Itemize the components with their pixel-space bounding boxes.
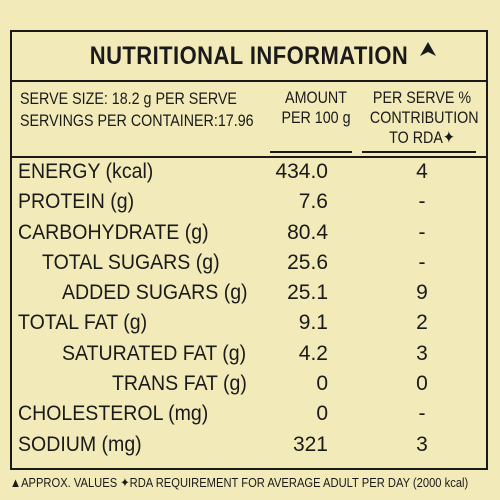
- table-row: PROTEIN (g) 7.6 -: [12, 186, 486, 216]
- rda-value: 3: [416, 341, 428, 365]
- table-row: CARBOHYDRATE (g) 80.4 -: [12, 217, 486, 247]
- amount-column-header: AMOUNT PER 100 g: [276, 88, 357, 128]
- rda-header-underline: [362, 151, 476, 153]
- table-row: CHOLESTEROL (mg) 0 -: [12, 398, 486, 428]
- table-row: TOTAL FAT (g) 9.1 2: [12, 307, 486, 337]
- amount-value: 321: [292, 432, 328, 456]
- footnote: ▲APPROX. VALUES ✦RDA REQUIREMENT FOR AVE…: [10, 475, 469, 490]
- nutrient-name: CHOLESTEROL (mg): [18, 402, 209, 426]
- serving-info: SERVE SIZE: 18.2 g PER SERVE SERVINGS PE…: [20, 88, 254, 132]
- rda-column-header: PER SERVE % CONTRIBUTION TO RDA✦: [369, 88, 479, 148]
- amount-value: 80.4: [287, 220, 328, 244]
- nutrient-name: ADDED SUGARS (g): [62, 281, 248, 305]
- table-row: ENERGY (kcal) 434.0 4: [12, 156, 486, 186]
- title-row: NUTRITIONAL INFORMATION: [12, 32, 486, 82]
- rda-value: 2: [416, 311, 428, 335]
- amount-value: 25.1: [287, 281, 328, 305]
- header-row: SERVE SIZE: 18.2 g PER SERVE SERVINGS PE…: [12, 80, 486, 158]
- rda-value: 9: [416, 281, 428, 305]
- table-row: TOTAL SUGARS (g) 25.6 -: [12, 247, 486, 277]
- amount-header-line: AMOUNT: [285, 88, 347, 107]
- rda-header-line: CONTRIBUTION: [369, 108, 479, 127]
- amount-header-underline: [270, 151, 352, 153]
- table-row: SATURATED FAT (g) 4.2 3: [12, 338, 486, 368]
- approx-triangle-icon: [420, 42, 436, 56]
- nutrient-name: SODIUM (mg): [18, 432, 142, 456]
- nutrient-name: ENERGY (kcal): [18, 160, 154, 183]
- amount-value: 0: [316, 402, 328, 426]
- rda-value: -: [418, 250, 426, 274]
- nutrient-name: SATURATED FAT (g): [62, 341, 247, 365]
- rda-value: -: [418, 220, 426, 244]
- nutrient-name: TOTAL FAT (g): [18, 311, 148, 335]
- table-row: TRANS FAT (g) 0 0: [12, 368, 486, 398]
- rda-header-line: PER SERVE %: [372, 88, 472, 107]
- rda-value: 4: [416, 160, 428, 183]
- amount-value: 25.6: [287, 250, 328, 274]
- amount-value: 0: [316, 372, 328, 396]
- rda-value: 3: [416, 432, 428, 456]
- amount-value: 9.1: [298, 311, 328, 335]
- rda-header-line: TO RDA✦: [389, 128, 455, 147]
- rda-value: -: [418, 190, 426, 214]
- amount-header-line: PER 100 g: [281, 108, 351, 127]
- amount-value: 4.2: [298, 341, 328, 365]
- rda-value: 0: [416, 372, 428, 396]
- nutrient-name: PROTEIN (g): [18, 190, 135, 214]
- nutrient-name: CARBOHYDRATE (g): [18, 220, 209, 244]
- amount-value: 7.6: [298, 190, 328, 214]
- servings-per-container-text: SERVINGS PER CONTAINER:17.96: [20, 111, 254, 130]
- rda-value: -: [418, 402, 426, 426]
- nutrient-name: TOTAL SUGARS (g): [42, 250, 220, 274]
- table-row: ADDED SUGARS (g) 25.1 9: [12, 277, 486, 307]
- nutrient-rows: ENERGY (kcal) 434.0 4 PROTEIN (g) 7.6 - …: [12, 156, 486, 459]
- serve-size-text: SERVE SIZE: 18.2 g PER SERVE: [20, 89, 237, 108]
- label-title: NUTRITIONAL INFORMATION: [89, 42, 409, 70]
- amount-value: 434.0: [275, 160, 328, 183]
- nutrition-label-panel: NUTRITIONAL INFORMATION SERVE SIZE: 18.2…: [10, 30, 488, 470]
- table-row: SODIUM (mg) 321 3: [12, 429, 486, 459]
- nutrient-name: TRANS FAT (g): [112, 372, 247, 396]
